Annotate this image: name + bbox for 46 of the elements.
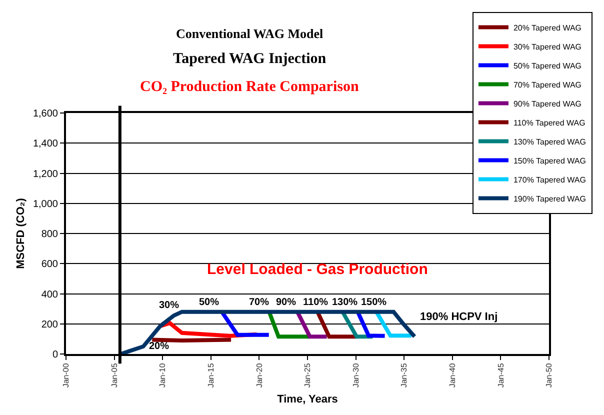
legend-label: 150% Tapered WAG bbox=[513, 156, 586, 166]
x-tick-label: Jan-30 bbox=[351, 362, 360, 388]
legend-label: 190% Tapered WAG bbox=[513, 194, 586, 204]
annotation: 130% bbox=[332, 297, 358, 308]
x-axis-title: Time, Years bbox=[277, 393, 338, 406]
x-tick-label: Jan-45 bbox=[496, 362, 506, 388]
x-tick-label: Jan-10 bbox=[158, 362, 168, 388]
y-tick-label: 1,200 bbox=[32, 168, 58, 180]
legend-label: 130% Tapered WAG bbox=[513, 137, 586, 146]
annotation: 50% bbox=[199, 297, 220, 308]
annotation: 90% bbox=[276, 297, 296, 308]
x-tick-label: Jan-00 bbox=[62, 362, 71, 388]
y-tick-label: 800 bbox=[41, 229, 58, 240]
legend-label: 20% Tapered WAG bbox=[513, 23, 582, 32]
y-tick-label: 200 bbox=[41, 319, 58, 330]
x-tick-label: Jan-15 bbox=[206, 362, 216, 388]
x-tick-label: Jan-20 bbox=[254, 362, 264, 388]
x-tick-label: Jan-25 bbox=[303, 362, 312, 388]
y-tick-label: 600 bbox=[41, 259, 58, 270]
y-tick-label: 0 bbox=[52, 350, 58, 360]
legend-label: 70% Tapered WAG bbox=[513, 80, 582, 90]
legend-label: 30% Tapered WAG bbox=[513, 42, 582, 52]
annotation: 20% bbox=[149, 341, 170, 352]
annotation: 70% bbox=[249, 297, 270, 308]
y-tick-label: 400 bbox=[41, 289, 58, 300]
legend-label: 170% Tapered WAG bbox=[513, 175, 586, 184]
annotation: 190% HCPV Inj bbox=[420, 311, 498, 323]
chart-title: Conventional WAG Model bbox=[176, 26, 324, 41]
annotation: 150% bbox=[361, 297, 387, 308]
legend-label: 110% Tapered WAG bbox=[513, 118, 586, 128]
y-tick-label: 1,400 bbox=[32, 138, 58, 150]
x-tick-label: Jan-50 bbox=[544, 362, 554, 388]
x-tick-label: Jan-35 bbox=[400, 362, 409, 388]
legend-label: 50% Tapered WAG bbox=[513, 61, 582, 70]
annotation: 30% bbox=[159, 300, 180, 311]
chart-subtitle: Tapered WAG Injection bbox=[173, 51, 327, 67]
x-tick-label: Jan-40 bbox=[448, 362, 457, 388]
line-series bbox=[118, 310, 417, 354]
y-tick-label: 1,600 bbox=[32, 108, 58, 120]
annotation: Level Loaded - Gas Production bbox=[207, 261, 428, 278]
x-tick-label: Jan-05 bbox=[110, 362, 119, 388]
legend-label: 90% Tapered WAG bbox=[513, 99, 582, 108]
y-axis-title: MSCFD (CO₂) bbox=[15, 198, 28, 269]
y-tick-label: 1,000 bbox=[32, 198, 58, 210]
text: CO₂ Production Rate Comparison bbox=[140, 79, 360, 95]
annotation: 110% bbox=[303, 297, 328, 308]
